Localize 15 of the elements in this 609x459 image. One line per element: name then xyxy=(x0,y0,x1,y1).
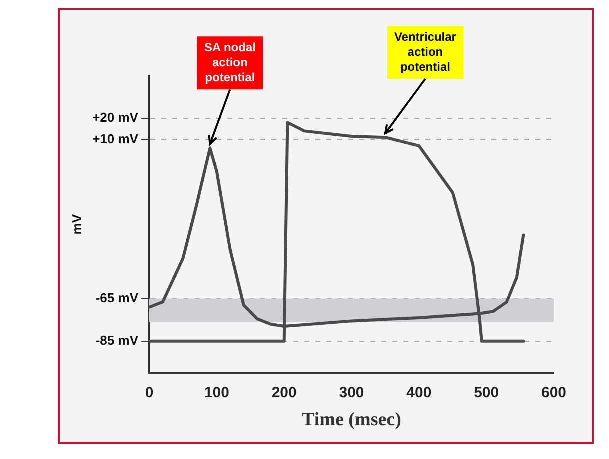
x-tick-label: 600 xyxy=(541,384,567,402)
x-tick-label: 200 xyxy=(272,384,297,402)
y-axis-title: mV xyxy=(69,214,84,235)
x-tick-label: 0 xyxy=(145,384,154,402)
y-tick-label: -65 mV xyxy=(96,290,139,306)
y-tick-label: +10 mV xyxy=(92,131,139,146)
y-tick-label: -85 mV xyxy=(96,332,139,348)
x-axis-title: Time (msec) xyxy=(302,410,402,431)
annotation: SA nodal action potential xyxy=(204,40,256,84)
x-tick-label: 300 xyxy=(339,384,364,402)
x-tick-label: 400 xyxy=(406,384,432,402)
annotation: Ventricular action potential xyxy=(394,30,457,74)
y-tick-label: +20 mV xyxy=(92,110,139,126)
x-tick-label: 100 xyxy=(204,384,230,402)
x-tick-label: 500 xyxy=(474,384,500,402)
